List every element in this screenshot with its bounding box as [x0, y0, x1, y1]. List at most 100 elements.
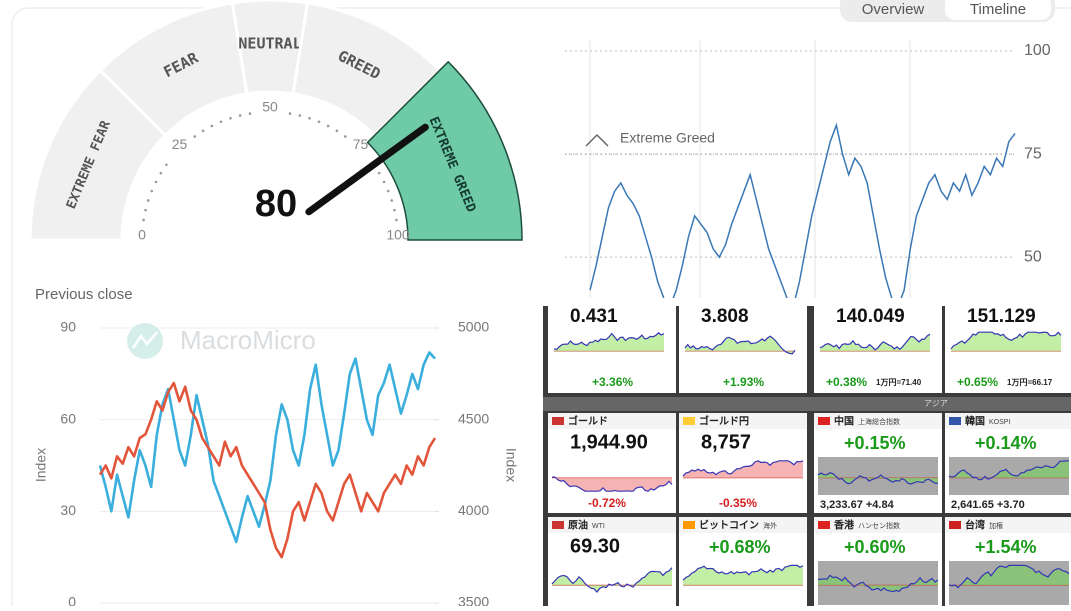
gauge-hub: [227, 164, 323, 260]
gauge-dot: [288, 112, 292, 115]
tile-change: +0.68%: [709, 537, 771, 557]
y-tick-label: 90: [60, 319, 76, 335]
tile-chart-area: [949, 460, 1069, 480]
y2-tick-label: 3500: [458, 594, 489, 606]
tile-chart-line: [553, 332, 665, 351]
y-axis-title: Index: [33, 448, 49, 482]
tile-change: -0.35%: [719, 496, 757, 510]
gauge-dot: [393, 208, 396, 212]
tile-change: +3.36%: [592, 375, 633, 389]
gauge-value: 80: [255, 183, 297, 225]
y-tick-label: 100: [1024, 42, 1051, 59]
tile-name: ゴールド: [568, 415, 608, 428]
tile-chart-area: [685, 336, 795, 354]
gauge-dot: [377, 171, 381, 175]
tile-change: +0.14%: [975, 433, 1037, 453]
gauge-dot: [229, 116, 232, 120]
gauge-dot: [159, 171, 163, 175]
tile-chart-line: [817, 472, 939, 485]
gauge-dot: [154, 180, 158, 184]
gauge-dot: [395, 218, 398, 222]
gauge-dot: [326, 124, 330, 128]
tile-value: 8,757: [701, 431, 751, 453]
gauge-tick-label: 75: [353, 136, 369, 152]
gauge-dot: [248, 112, 252, 115]
gauge-dot: [150, 189, 154, 193]
line-series: [98, 351, 436, 544]
tile-flag: [552, 417, 564, 425]
tile-name: ビットコイン: [699, 519, 759, 532]
tile-value: 3.808: [701, 306, 749, 327]
tile-chart-line: [817, 574, 939, 593]
tile-value: 0.431: [570, 306, 618, 327]
tile-header: [945, 413, 1071, 429]
tile-value: 69.30: [570, 535, 620, 557]
gauge-segment-active: [366, 60, 523, 241]
gauge-tick-label: 100: [386, 227, 410, 243]
tile-change: -0.72%: [588, 496, 626, 510]
gauge-dot: [142, 218, 145, 222]
gauge-tick-label: 0: [138, 227, 146, 243]
tile-chart-line: [682, 460, 804, 477]
y-tick-label: 50: [1024, 248, 1042, 265]
tile-flag: [949, 521, 961, 529]
gauge-needle: [305, 123, 429, 216]
tile-footer: 2,641.65 +3.70: [951, 499, 1025, 511]
caption: Previous close: [35, 286, 133, 303]
tile-name: 台湾: [965, 519, 985, 532]
tile-chart-line: [682, 564, 804, 581]
tab[interactable]: Overview: [862, 1, 925, 18]
tile-change: +0.15%: [844, 433, 906, 453]
tab-bar: Overview Timeline: [840, 0, 1055, 22]
gauge-dot: [335, 129, 339, 133]
line-series: [589, 122, 1016, 309]
gauge-dot: [382, 180, 386, 184]
tile-change: +1.93%: [723, 375, 764, 389]
y-tick-label: 30: [60, 502, 76, 518]
tile-sub: 海外: [763, 521, 777, 530]
tile-note: 1万円=66.17: [1007, 378, 1053, 387]
watermark: MacroMicro: [180, 325, 316, 355]
tile-change: +0.60%: [844, 537, 906, 557]
tile-note: 1万円=71.40: [876, 378, 922, 387]
tile-name: 香港: [834, 519, 855, 532]
y2-tick-label: 4500: [458, 410, 489, 426]
tile-header: [548, 517, 676, 533]
tile-chart-area: [554, 332, 664, 352]
tab[interactable]: Timeline: [970, 1, 1026, 18]
y-tick-label: 0: [68, 594, 76, 606]
tile-flag: [683, 521, 695, 529]
tile-chart-line: [551, 476, 673, 492]
tile-chart-line: [948, 460, 1070, 481]
gauge-dot: [390, 199, 394, 202]
tile-value: 151.129: [967, 306, 1036, 327]
gauge-tick-label: 50: [262, 99, 278, 115]
tile-header: [945, 517, 1071, 533]
tile-header: [814, 413, 942, 429]
gauge-dot: [210, 124, 214, 128]
tile-chart-area: [818, 472, 938, 484]
tile-sub: WTI: [592, 523, 605, 530]
tile-value: 140.049: [836, 306, 905, 327]
tile-chart-area: [683, 460, 803, 478]
tile-chart-area: [951, 332, 1061, 352]
gauge-dot: [308, 116, 311, 120]
tile[interactable]: [548, 413, 676, 513]
watermark-logo-mark: [131, 331, 158, 349]
gauge-dot: [343, 135, 347, 138]
tile-chart-area: [949, 565, 1069, 588]
tile-flag: [683, 417, 695, 425]
gauge-dot: [144, 208, 147, 212]
gauge-segment-label: NEUTRAL: [238, 35, 301, 53]
y2-tick-label: 4000: [458, 502, 489, 518]
tile-chart-line: [684, 335, 796, 355]
gauge-dot: [146, 199, 150, 202]
tile-header: [548, 413, 676, 429]
gauge-dot: [219, 120, 223, 124]
gauge-dot: [298, 114, 302, 117]
tile-header: [679, 517, 807, 533]
tile-chart-line: [819, 333, 931, 351]
tile-sub: 上海総合指数: [858, 417, 900, 426]
tile-chart-line: [551, 567, 673, 593]
tile-chart-area: [552, 567, 672, 593]
